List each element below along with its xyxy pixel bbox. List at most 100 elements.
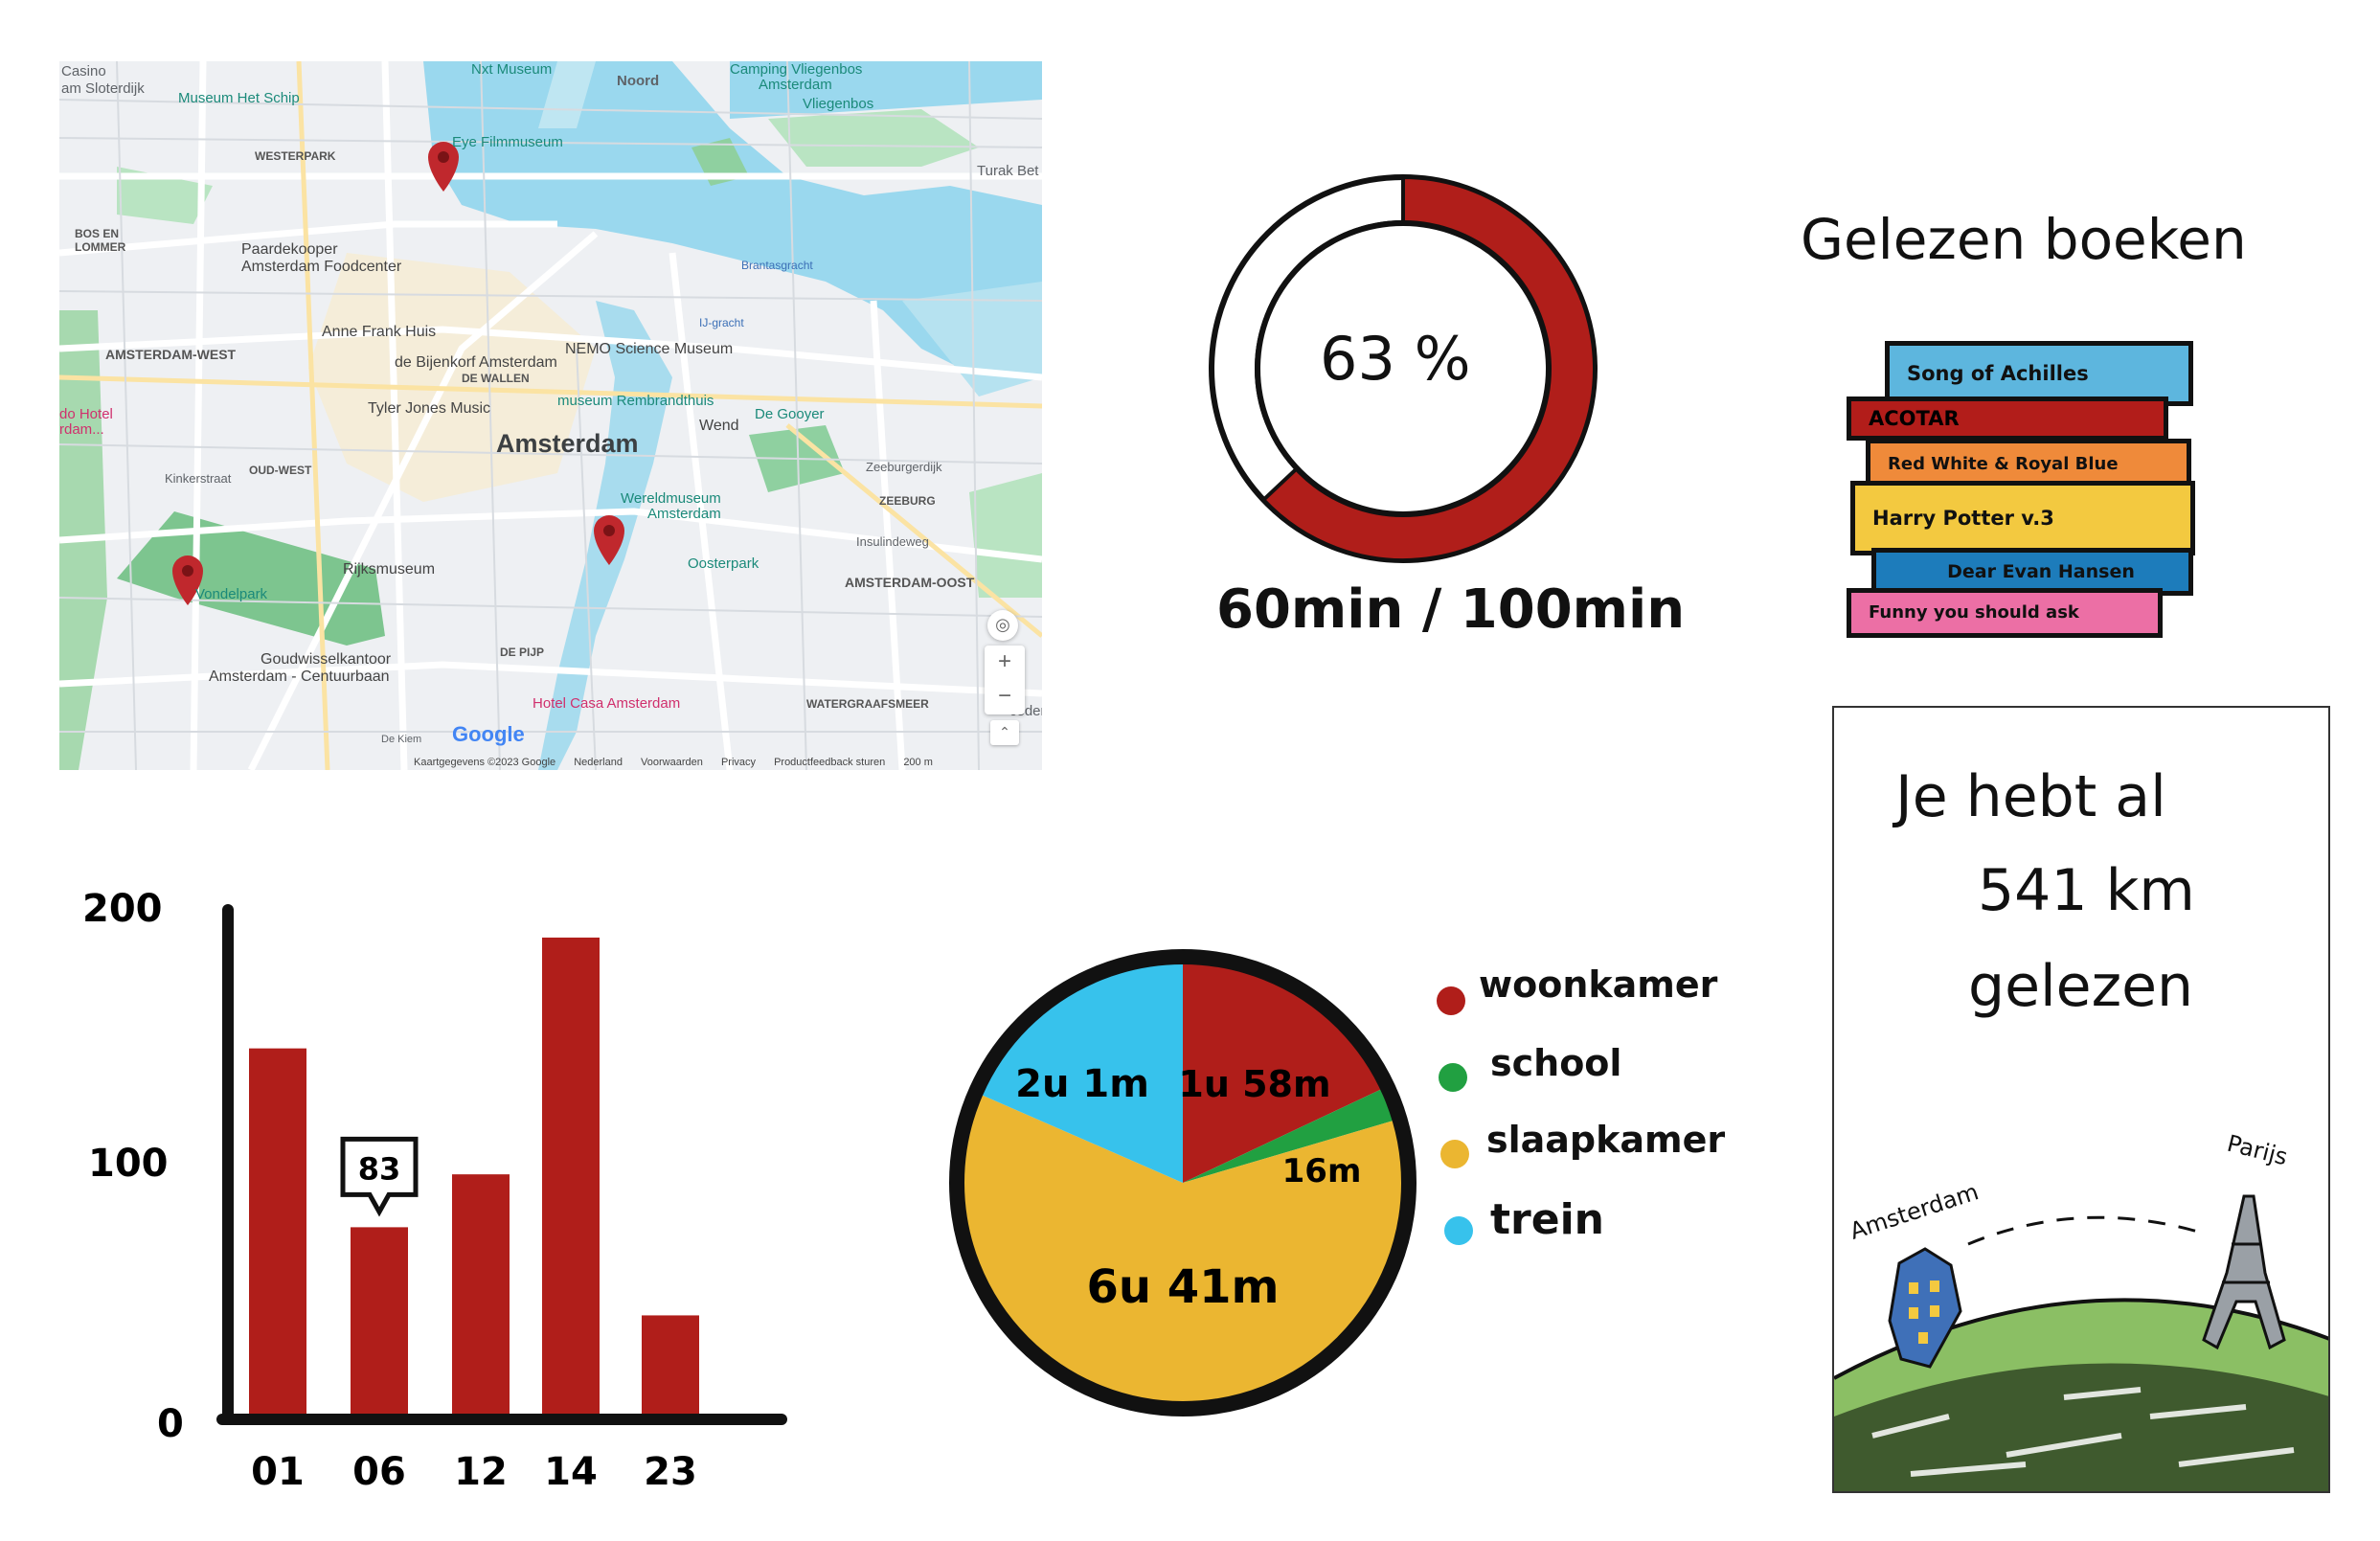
pie-slice-label: 1u 58m xyxy=(1178,1063,1330,1105)
map-label: Wend xyxy=(699,418,739,434)
map-label: Paardekooper xyxy=(241,241,338,258)
google-logo: Google xyxy=(452,722,525,746)
map-label: DE WALLEN xyxy=(462,372,530,385)
map-label: Casino xyxy=(61,63,106,79)
map-copyright: Kaartgegevens ©2023 Google xyxy=(414,757,556,768)
card-text-line: Je hebt al xyxy=(1895,763,2166,830)
progress-caption: 60min / 100min xyxy=(1216,578,1686,641)
progress-percent: 63 % xyxy=(1320,324,1471,394)
legend-dot xyxy=(1440,1140,1469,1168)
bar xyxy=(642,1315,699,1414)
map-footer: Kaartgegevens ©2023 Google Nederland Voo… xyxy=(414,757,948,768)
map-label: De Gooyer xyxy=(755,406,825,422)
bar xyxy=(249,1048,306,1414)
map-pin-icon[interactable] xyxy=(172,555,203,605)
map-label: ZEEBURG xyxy=(879,494,936,508)
eiffel-tower-icon xyxy=(2202,1194,2286,1350)
books-title: Gelezen boeken xyxy=(1801,207,2247,272)
map-label: WESTERPARK xyxy=(255,149,336,163)
map-label: Anne Frank Huis xyxy=(322,324,437,340)
x-tick-label: 23 xyxy=(644,1450,697,1494)
legend-dot xyxy=(1444,1216,1473,1245)
y-tick-label: 100 xyxy=(88,1142,169,1186)
book-title: Red White & Royal Blue xyxy=(1888,454,2119,474)
card-text-line: 541 km xyxy=(1978,857,2195,924)
legend-dot xyxy=(1439,1063,1467,1092)
map-label: Turak Bet xyxy=(977,163,1039,179)
map-label: Oosterpark xyxy=(688,555,759,572)
map-label: Noord xyxy=(617,73,660,89)
map-label: Vondelpark xyxy=(195,586,268,602)
y-tick-label: 200 xyxy=(82,887,163,931)
book-title: Dear Evan Hansen xyxy=(1947,560,2135,582)
map-label: Brantasgracht xyxy=(741,259,813,272)
map-pin-icon[interactable] xyxy=(428,142,459,192)
map-label: IJ-gracht xyxy=(699,316,744,329)
pie-slice-label: 6u 41m xyxy=(1086,1260,1279,1314)
map-label: de Bijenkorf Amsterdam xyxy=(395,354,557,371)
x-tick-label: 06 xyxy=(352,1450,406,1494)
x-tick-label: 01 xyxy=(251,1450,305,1494)
map-footer-link[interactable]: Nederland xyxy=(574,757,623,768)
pie-slice xyxy=(1183,1086,1400,1183)
legend-label: trein xyxy=(1490,1195,1604,1244)
legend-label: woonkamer xyxy=(1479,963,1718,1006)
map-label: Kinkerstraat xyxy=(165,471,232,486)
my-location-icon[interactable]: ◎ xyxy=(987,610,1018,641)
zoom-control[interactable]: + − xyxy=(985,646,1025,714)
map-label: Eye Filmmuseum xyxy=(452,134,563,150)
map-label: Hotel Casa Amsterdam xyxy=(533,695,681,712)
bar-callout-label: 83 xyxy=(358,1150,401,1187)
map-label: Amsterdam xyxy=(647,506,721,522)
zoom-out-button[interactable]: − xyxy=(997,683,1011,709)
pie-slice-label: 2u 1m xyxy=(1015,1062,1149,1106)
map-canvas xyxy=(59,61,1042,770)
map-footer-link[interactable]: Voorwaarden xyxy=(641,757,703,768)
map-footer-link[interactable]: Productfeedback sturen xyxy=(774,757,886,768)
pie-chart: 1u 58m 16m 6u 41m 2u 1m xyxy=(949,949,1417,1416)
map-label: Zeeburgerdijk xyxy=(866,460,942,474)
map-label: De Kiem xyxy=(381,734,422,745)
book-title: Harry Potter v.3 xyxy=(1872,506,2054,530)
map-label: Tyler Jones Music xyxy=(368,400,491,417)
map-label: Camping Vliegenbos xyxy=(730,61,863,78)
map-city-label: Amsterdam xyxy=(496,429,639,458)
map-footer-link[interactable]: Privacy xyxy=(720,757,756,768)
book-spine: ACOTAR xyxy=(1847,397,2168,441)
map-widget[interactable]: Casino am Sloterdijk Museum Het Schip Nx… xyxy=(59,61,1042,770)
map-label: Insulindeweg xyxy=(856,534,929,549)
x-tick-label: 12 xyxy=(454,1450,508,1494)
bar xyxy=(542,937,600,1414)
map-label: Wereldmuseum xyxy=(621,490,721,507)
x-tick-label: 14 xyxy=(544,1450,598,1494)
legend-dot xyxy=(1437,986,1465,1015)
distance-card: Je hebt al 541 km gelezen Amsterdam Pari… xyxy=(1832,706,2330,1493)
pie-slice xyxy=(1183,957,1388,1183)
map-label: AMSTERDAM-WEST xyxy=(105,347,237,362)
map-label: Nxt Museum xyxy=(471,61,553,78)
bar-chart: 200 100 0 83 01 06 12 14 23 xyxy=(82,887,787,1494)
bar xyxy=(452,1174,510,1414)
map-label: do Hotel xyxy=(59,406,113,422)
building-icon xyxy=(1888,1247,1962,1369)
card-text-line: gelezen xyxy=(1968,953,2194,1020)
map-label: WATERGRAAFSMEER xyxy=(806,697,929,711)
book-spine: Funny you should ask xyxy=(1847,588,2163,638)
zoom-in-button[interactable]: + xyxy=(997,648,1011,674)
book-title: ACOTAR xyxy=(1869,406,1960,430)
map-label: OUD-WEST xyxy=(249,464,312,477)
map-label: am Sloterdijk xyxy=(61,80,145,97)
map-pin-icon[interactable] xyxy=(594,515,624,565)
book-title: Song of Achilles xyxy=(1907,361,2089,385)
legend-label: slaapkamer xyxy=(1486,1119,1726,1161)
map-label: Rijksmuseum xyxy=(343,561,436,578)
book-spine: Harry Potter v.3 xyxy=(1850,481,2195,555)
book-title: Funny you should ask xyxy=(1869,602,2079,623)
bar-callout: 83 xyxy=(340,1136,419,1217)
map-scale: 200 m xyxy=(903,757,933,768)
expand-icon[interactable]: ⌃ xyxy=(990,720,1019,745)
map-label: Goudwisselkantoor xyxy=(261,651,392,668)
legend-label: school xyxy=(1490,1042,1622,1084)
globe-illustration xyxy=(1834,1194,2328,1491)
map-label: LOMMER xyxy=(75,240,126,254)
